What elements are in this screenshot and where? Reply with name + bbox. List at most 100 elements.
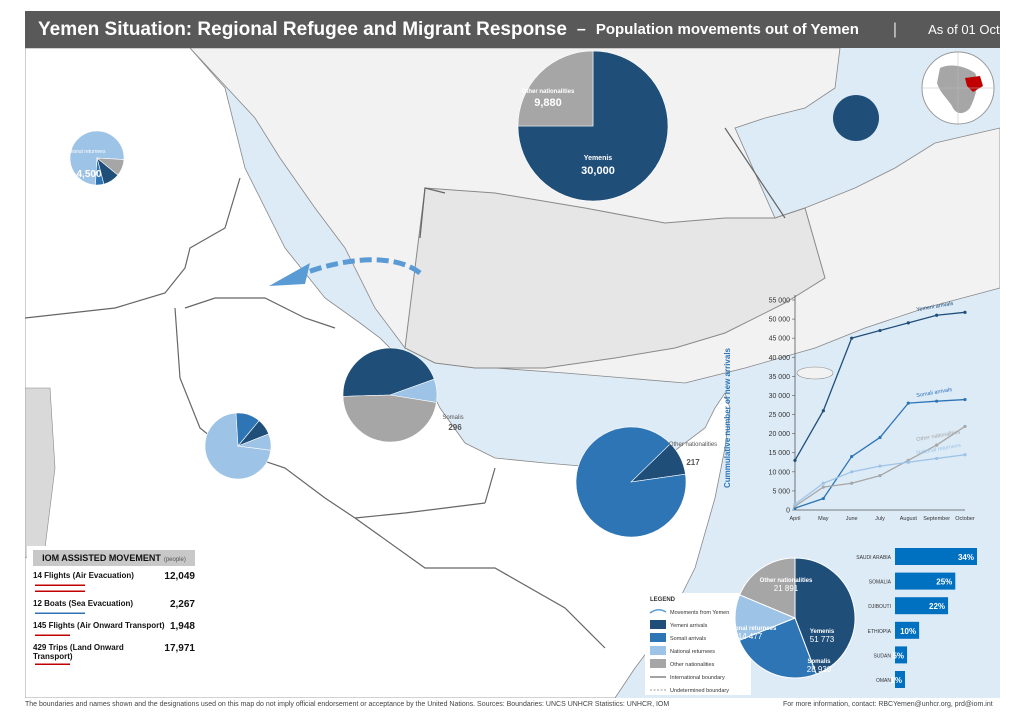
bar-category-label: ETHIOPIA xyxy=(868,629,892,635)
iom-title-text: IOM ASSISTED MOVEMENT xyxy=(42,553,161,563)
iom-panel-title: IOM ASSISTED MOVEMENT (people) xyxy=(33,550,195,566)
legend-label: Other nationalities xyxy=(670,662,715,668)
west-land xyxy=(25,387,56,559)
line-point xyxy=(963,310,967,314)
as-of-date: As of 01 October 2015 xyxy=(928,22,1024,37)
iom-row-num: 14 xyxy=(33,571,42,580)
line-chart-ylabel: Cummulative number of new arrivals xyxy=(723,347,732,488)
iom-row-detail: ▬▬▬▬▬▬▬▬▬▬ xyxy=(35,588,85,594)
y-tick-label: 40 000 xyxy=(769,355,791,362)
sudan-national-label: National returnees xyxy=(65,149,106,155)
oman-yemenis-value: 30,000 xyxy=(581,165,615,177)
oman-pie-slice xyxy=(517,50,669,202)
iom-row-label: Flights (Air Onward Transport) xyxy=(48,621,165,630)
bar-category-label: SAUDI ARABIA xyxy=(856,555,891,561)
yemen-land xyxy=(404,187,826,369)
iom-row-detail: ▬▬▬▬▬▬▬▬▬▬ xyxy=(35,582,85,588)
line-point xyxy=(935,456,939,461)
djibouti-somalis-value: 296 xyxy=(448,423,462,432)
bar xyxy=(895,597,949,615)
legend-label: Undetermined boundary xyxy=(670,688,729,694)
legend: LEGEND Movements from Yemen Yemeni arriva… xyxy=(645,593,751,695)
iom-row-num: 12 xyxy=(33,599,42,608)
locator-globe xyxy=(921,51,995,125)
pie-slice-value: 14 477 xyxy=(738,632,763,641)
footer-contact: For more information, contact: RBCYemen@… xyxy=(783,701,993,708)
y-tick-label: 45 000 xyxy=(769,336,791,343)
iom-row: 429 Trips (Land Onward Transport) 17,971 xyxy=(27,643,201,661)
x-tick-label: April xyxy=(789,516,800,522)
bar-category-label: OMAN xyxy=(876,678,891,684)
iom-row-value: 12,049 xyxy=(164,571,195,582)
bar xyxy=(895,646,908,664)
legend-swatch xyxy=(650,646,666,655)
pie-slice-value: 51 773 xyxy=(810,635,835,644)
bar xyxy=(895,572,956,590)
djibouti-somalis-label: Somalis xyxy=(442,415,463,421)
boundary-line xyxy=(419,127,786,239)
pie-slice xyxy=(738,557,796,619)
bar-category-label: SOMALIA xyxy=(869,580,892,586)
line-point xyxy=(878,474,882,478)
y-tick-label: 50 000 xyxy=(769,317,791,324)
bar xyxy=(895,548,977,565)
legend-label: Yemeni arrivals xyxy=(670,623,708,629)
oman-pie-slice xyxy=(517,50,594,127)
movement-arrowhead xyxy=(269,263,310,286)
line-point xyxy=(878,464,882,468)
pie-slice-label: National returnees xyxy=(724,626,777,632)
oman-other-label: Other nationalities xyxy=(522,89,575,95)
line-chart: Cummulative number of new arrivals 0 5 00… xyxy=(723,295,975,522)
line-point xyxy=(821,485,825,489)
y-tick-label: 10 000 xyxy=(769,469,791,476)
iom-row-label: Flights (Air Evacuation) xyxy=(44,571,134,580)
x-tick-label: July xyxy=(875,516,885,522)
map-canvas: Other nationalities 9,880 Yemenis 30,000… xyxy=(25,48,1000,698)
line-point xyxy=(963,453,967,457)
line-point xyxy=(793,458,797,462)
line-point xyxy=(821,409,825,413)
line-point xyxy=(935,443,939,447)
line-point xyxy=(793,502,797,506)
y-tick-label: 55 000 xyxy=(769,298,791,305)
line-point xyxy=(850,454,854,459)
iom-row-detail: ▬▬▬▬▬▬▬ xyxy=(35,661,70,667)
iom-row: 12 Boats (Sea Evacuation) 2,267 xyxy=(27,599,201,610)
line-point xyxy=(906,460,910,464)
oman-yemenis-label: Yemenis xyxy=(584,155,613,162)
line-point xyxy=(821,481,825,485)
line-point xyxy=(878,328,882,333)
line-point xyxy=(963,424,967,429)
legend-label: Somali arrivals xyxy=(670,636,706,642)
bar-value-label: 1% xyxy=(890,676,902,685)
pie-slice xyxy=(794,557,856,675)
iom-row-label: Trips (Land Onward Transport) xyxy=(33,643,124,661)
line-point xyxy=(850,336,854,340)
map-subtitle: Population movements out of Yemen xyxy=(595,21,859,38)
socotra-island xyxy=(796,366,834,380)
djibouti-pie-slice xyxy=(342,347,435,397)
iom-row-num: 429 xyxy=(33,643,47,652)
bar-category-label: DJIBOUTI xyxy=(868,604,891,610)
y-tick-label: 0 xyxy=(786,508,790,515)
line-point xyxy=(906,401,910,405)
line-point xyxy=(935,313,939,317)
legend-label: National returnees xyxy=(670,649,715,655)
somalia-other-value: 217 xyxy=(686,458,700,467)
y-tick-label: 30 000 xyxy=(769,393,791,400)
pie-slice-value: 28 930 xyxy=(807,665,832,674)
pie-slice-label: Yemenis xyxy=(810,629,835,635)
legend-label: Movements from Yemen xyxy=(670,610,729,616)
globe-africa xyxy=(937,65,978,114)
line-point xyxy=(963,397,967,402)
movement-arrow xyxy=(304,257,422,276)
iom-row-detail: ▬▬▬▬▬▬▬ xyxy=(35,632,70,638)
iom-assisted-movement-panel: IOM ASSISTED MOVEMENT (people) 14 Flights… xyxy=(27,546,201,696)
bar xyxy=(895,671,905,688)
line-point xyxy=(906,321,910,325)
iom-unit: (people) xyxy=(163,557,186,563)
title-dash: – xyxy=(576,20,586,38)
bar-value-label: 25% xyxy=(936,578,952,587)
y-tick-label: 15 000 xyxy=(769,450,791,457)
